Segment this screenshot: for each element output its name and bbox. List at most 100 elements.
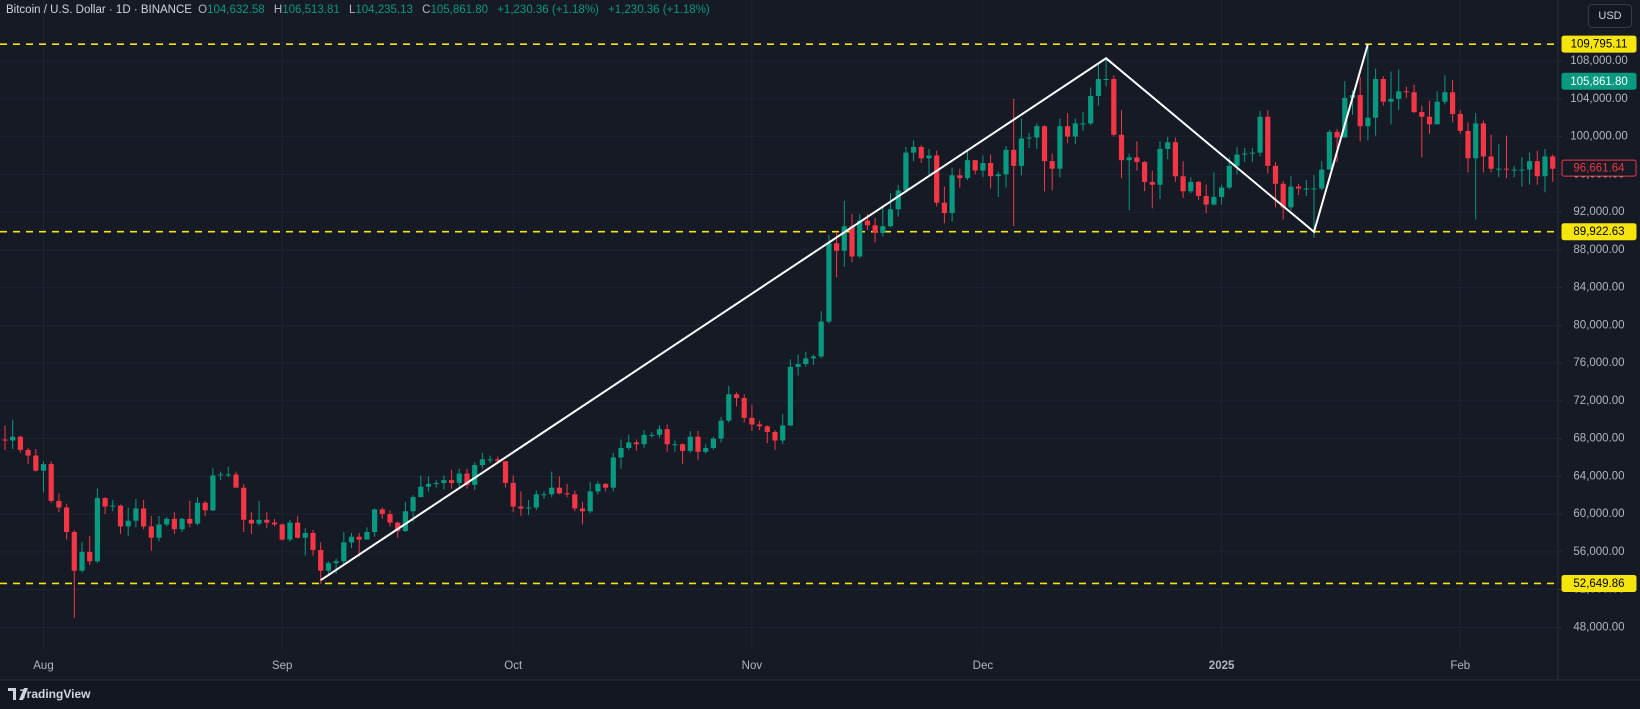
candle-body	[1503, 168, 1510, 170]
candle-body	[1488, 156, 1494, 169]
candle-body	[256, 519, 262, 524]
candle-body	[1180, 176, 1186, 192]
candle-body	[1357, 95, 1363, 127]
candle-body	[656, 429, 663, 435]
footer-bar	[0, 680, 1640, 709]
candle-body	[279, 524, 285, 540]
candle-body	[1034, 126, 1040, 138]
candle-body	[40, 464, 47, 471]
y-tick-label: 104,000.00	[1570, 93, 1628, 105]
candle-body	[241, 487, 247, 520]
candle-body	[1088, 96, 1094, 124]
candle-body	[1319, 169, 1325, 189]
candle-body	[310, 532, 316, 550]
y-tick-label: 64,000.00	[1573, 470, 1624, 482]
candle-body	[171, 518, 177, 530]
x-tick-label: Dec	[973, 660, 994, 672]
candle-body	[710, 438, 716, 449]
candle-body	[718, 420, 724, 439]
candle-body	[1272, 165, 1279, 184]
brand: TradingView	[8, 687, 91, 701]
candle-body	[533, 494, 539, 508]
candle-body	[156, 524, 162, 538]
candle-body	[1434, 101, 1440, 125]
candle-body	[1203, 196, 1209, 205]
candle-body	[449, 480, 455, 483]
candle-body	[464, 473, 470, 485]
candle-body	[1380, 79, 1386, 102]
candle-body	[911, 146, 917, 153]
trend-line	[320, 43, 1369, 582]
candle-body	[341, 542, 347, 562]
candle-body	[572, 494, 578, 509]
candle-body	[1527, 161, 1533, 170]
candle-body	[402, 511, 408, 532]
candle-body	[110, 505, 116, 507]
candle-body	[356, 536, 362, 540]
candle-body	[2, 439, 8, 441]
y-tick-label: 68,000.00	[1573, 433, 1624, 445]
candle-body	[325, 563, 331, 571]
level-label: 89,922.63	[1573, 226, 1624, 238]
candle-body	[441, 480, 447, 483]
candle-body	[895, 190, 901, 210]
candle-body	[733, 394, 740, 399]
candle-body	[202, 502, 208, 511]
brand-logo	[8, 688, 28, 700]
candle-body	[372, 509, 378, 533]
candle-body	[287, 522, 293, 540]
candle-body	[487, 459, 493, 461]
candle-body	[703, 448, 709, 452]
candle-body	[749, 417, 755, 425]
candle-body	[148, 526, 154, 538]
candle-body	[25, 449, 31, 456]
candle-body	[1026, 137, 1032, 139]
candle-body	[695, 436, 701, 452]
candle-body	[1457, 113, 1463, 131]
candle-body	[94, 498, 100, 562]
candle-body	[1419, 112, 1425, 117]
candle-body	[857, 220, 863, 257]
candle-body	[526, 507, 532, 509]
candle-body	[302, 532, 308, 538]
level-label: 52,649.86	[1573, 578, 1624, 590]
candle-body	[934, 155, 940, 203]
candle-body	[587, 491, 593, 512]
candle-body	[56, 500, 62, 508]
candle-body	[1065, 126, 1071, 137]
candle-body	[1388, 98, 1394, 102]
candle-body	[264, 519, 270, 523]
level-box	[1561, 35, 1637, 53]
x-tick-label: Oct	[504, 660, 523, 672]
change: +1,230.36 (+1.18%)	[497, 4, 599, 16]
candle-body	[456, 473, 462, 483]
candle-body	[672, 444, 678, 446]
candle-body	[787, 366, 793, 426]
candle-body	[687, 436, 693, 451]
level-label: 109,795.11	[1571, 39, 1628, 51]
candle-body	[17, 436, 23, 450]
candle-body	[425, 483, 432, 487]
candle-body	[395, 522, 401, 532]
candle-body	[472, 465, 478, 485]
candle-body	[418, 486, 424, 498]
candle-body	[633, 442, 639, 445]
candle-body	[1542, 156, 1548, 177]
candle-body	[1465, 130, 1471, 159]
price-marker-label: 96,661.64	[1573, 163, 1625, 175]
candle-body	[1365, 117, 1371, 127]
x-tick-label: Aug	[33, 660, 53, 672]
candle-body	[1403, 91, 1409, 93]
candle-body	[210, 475, 216, 511]
y-tick-label: 100,000.00	[1570, 131, 1628, 143]
candle-body	[1011, 149, 1017, 166]
candle-body	[549, 487, 555, 495]
candle-body	[1326, 131, 1332, 170]
candle-body	[664, 429, 670, 445]
candle-body	[1134, 157, 1140, 163]
candle-body	[887, 209, 894, 227]
currency-button[interactable]: USD	[1588, 4, 1632, 28]
candle-body	[1118, 134, 1125, 161]
